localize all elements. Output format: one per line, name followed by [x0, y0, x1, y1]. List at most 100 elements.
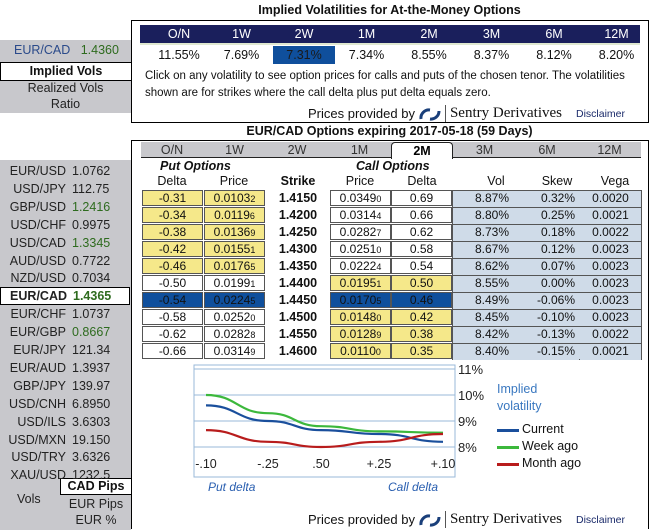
call-price[interactable]: 0.01289: [330, 326, 391, 342]
row-divider: [453, 241, 641, 242]
call-price[interactable]: 0.02510: [330, 241, 391, 257]
put-price[interactable]: 0.01196: [204, 207, 265, 223]
put-delta[interactable]: -0.42: [142, 241, 203, 257]
pair-name: EUR/AUD: [9, 360, 66, 375]
put-price[interactable]: 0.01032: [204, 190, 265, 206]
put-price[interactable]: 0.01369: [204, 224, 265, 240]
call-delta[interactable]: 0.69: [391, 190, 452, 206]
pair-usd-chf[interactable]: USD/CHF 0.9975: [0, 216, 130, 234]
menu-implied-vols[interactable]: Implied Vols: [0, 62, 132, 81]
atm-vol-6M[interactable]: 8.12%: [536, 48, 572, 62]
pair-rate: 0.8667: [72, 325, 111, 340]
call-delta[interactable]: 0.50: [391, 275, 452, 291]
menu-ratio[interactable]: Ratio: [50, 97, 81, 111]
put-delta[interactable]: -0.38: [142, 224, 203, 240]
tab-1W[interactable]: 1W: [225, 143, 244, 157]
vol: 8.42%: [453, 327, 513, 343]
tab-1M[interactable]: 1M: [350, 143, 369, 157]
tab-2W[interactable]: 2W: [287, 143, 307, 157]
tab-3M[interactable]: 3M: [475, 143, 494, 157]
call-price[interactable]: 0.03490: [330, 190, 391, 206]
put-price[interactable]: 0.02828: [204, 326, 265, 342]
pair-nzd-usd[interactable]: NZD/USD 0.7034: [0, 269, 130, 287]
call-delta[interactable]: 0.46: [391, 292, 452, 308]
atm-vol-O/N[interactable]: 11.55%: [158, 48, 200, 62]
atm-vol-1M[interactable]: 7.34%: [348, 48, 385, 62]
menu-realized-vols[interactable]: Realized Vols: [27, 81, 104, 95]
put-price[interactable]: 0.02520: [204, 309, 265, 325]
row-divider: [453, 326, 641, 327]
atm-tenor-O/N: O/N: [167, 27, 191, 41]
pair-eur-jpy[interactable]: EUR/JPY 121.34: [0, 341, 130, 359]
pair-rate: 0.9975: [72, 217, 111, 232]
put-delta[interactable]: -0.31: [142, 190, 203, 206]
call-delta[interactable]: 0.58: [391, 241, 452, 257]
tab-O/N[interactable]: O/N: [160, 143, 184, 157]
put-delta[interactable]: -0.34: [142, 207, 203, 223]
atm-vol-2W[interactable]: 7.31%: [273, 46, 335, 64]
atm-tenor-1M: 1M: [357, 27, 376, 41]
call-delta[interactable]: 0.42: [391, 309, 452, 325]
tab-2M[interactable]: 2M: [391, 142, 453, 159]
call-price[interactable]: 0.02224: [330, 258, 391, 274]
pair-gbp-usd[interactable]: GBP/USD 1.2416: [0, 198, 130, 216]
pair-name: EUR/CAD: [10, 289, 67, 304]
put-price[interactable]: 0.01765: [204, 258, 265, 274]
call-price[interactable]: 0.02827: [330, 224, 391, 240]
atm-vol-1W[interactable]: 7.69%: [223, 48, 260, 62]
pair-xau-usd[interactable]: XAU/USD 1232.5: [0, 466, 130, 484]
sentry-logo-icon: [419, 513, 441, 527]
atm-vol-3M[interactable]: 8.37%: [473, 48, 510, 62]
vega: 0.0021: [580, 344, 641, 360]
disclaimer-link[interactable]: Disclaimer: [576, 107, 626, 120]
skew: 0.18%: [513, 225, 579, 241]
disclaimer-link[interactable]: Disclaimer: [576, 513, 626, 526]
put-price[interactable]: 0.01991: [204, 275, 265, 291]
pair-usd-cnh[interactable]: USD/CNH 6.8950: [0, 395, 130, 413]
call-price[interactable]: 0.01951: [330, 275, 391, 291]
call-price[interactable]: 0.03144: [330, 207, 391, 223]
pair-aud-usd[interactable]: AUD/USD 0.7722: [0, 252, 130, 270]
put-delta[interactable]: -0.46: [142, 258, 203, 274]
pair-usd-try[interactable]: USD/TRY 3.6326: [0, 448, 130, 466]
put-delta[interactable]: -0.62: [142, 326, 203, 342]
put-delta[interactable]: -0.58: [142, 309, 203, 325]
unit-eur-pct[interactable]: EUR %: [75, 513, 117, 527]
atm-vol-2M[interactable]: 8.55%: [411, 48, 447, 62]
call-price[interactable]: 0.01100: [330, 343, 391, 359]
call-price[interactable]: 0.01480: [330, 309, 391, 325]
pair-usd-ils[interactable]: USD/ILS 3.6303: [0, 413, 130, 431]
pair-eur-aud[interactable]: EUR/AUD 1.3937: [0, 359, 130, 377]
skew: 0.07%: [513, 259, 579, 275]
put-price[interactable]: 0.01551: [204, 241, 265, 257]
pair-usd-cad[interactable]: USD/CAD 1.3345: [0, 234, 130, 252]
pair-eur-chf[interactable]: EUR/CHF 1.0737: [0, 305, 130, 323]
put-price[interactable]: 0.02245: [204, 292, 265, 308]
call-delta[interactable]: 0.66: [391, 207, 452, 223]
put-delta[interactable]: -0.66: [142, 343, 203, 359]
x-tick-label: -.25: [257, 457, 279, 471]
tab-6M[interactable]: 6M: [538, 143, 556, 157]
put-delta[interactable]: -0.54: [142, 292, 203, 308]
pair-usd-jpy[interactable]: USD/JPY 112.75: [0, 180, 130, 198]
legend-swatch: [497, 463, 519, 466]
pair-eur-cad[interactable]: EUR/CAD 1.4365: [0, 287, 130, 306]
atm-header-underline: [140, 43, 640, 45]
vega: 0.0023: [580, 310, 641, 326]
put-price[interactable]: 0.03149: [204, 343, 265, 359]
pair-usd-mxn[interactable]: USD/MXN 19.150: [0, 431, 130, 449]
pair-gbp-jpy[interactable]: GBP/JPY 139.97: [0, 377, 130, 395]
pair-name: EUR/CAD: [14, 43, 71, 57]
unit-cad-pips[interactable]: CAD Pips: [60, 478, 132, 495]
atm-vol-12M[interactable]: 8.20%: [598, 48, 635, 62]
call-delta[interactable]: 0.54: [391, 258, 452, 274]
call-delta[interactable]: 0.62: [391, 224, 452, 240]
call-price[interactable]: 0.01705: [330, 292, 391, 308]
call-delta[interactable]: 0.35: [391, 343, 452, 359]
pair-eur-gbp[interactable]: EUR/GBP 0.8667: [0, 323, 130, 341]
pair-eur-usd[interactable]: EUR/USD 1.0762: [0, 162, 130, 180]
tab-12M[interactable]: 12M: [597, 143, 622, 157]
call-delta[interactable]: 0.38: [391, 326, 452, 342]
unit-eur-pips[interactable]: EUR Pips: [68, 497, 124, 511]
put-delta[interactable]: -0.50: [142, 275, 203, 291]
